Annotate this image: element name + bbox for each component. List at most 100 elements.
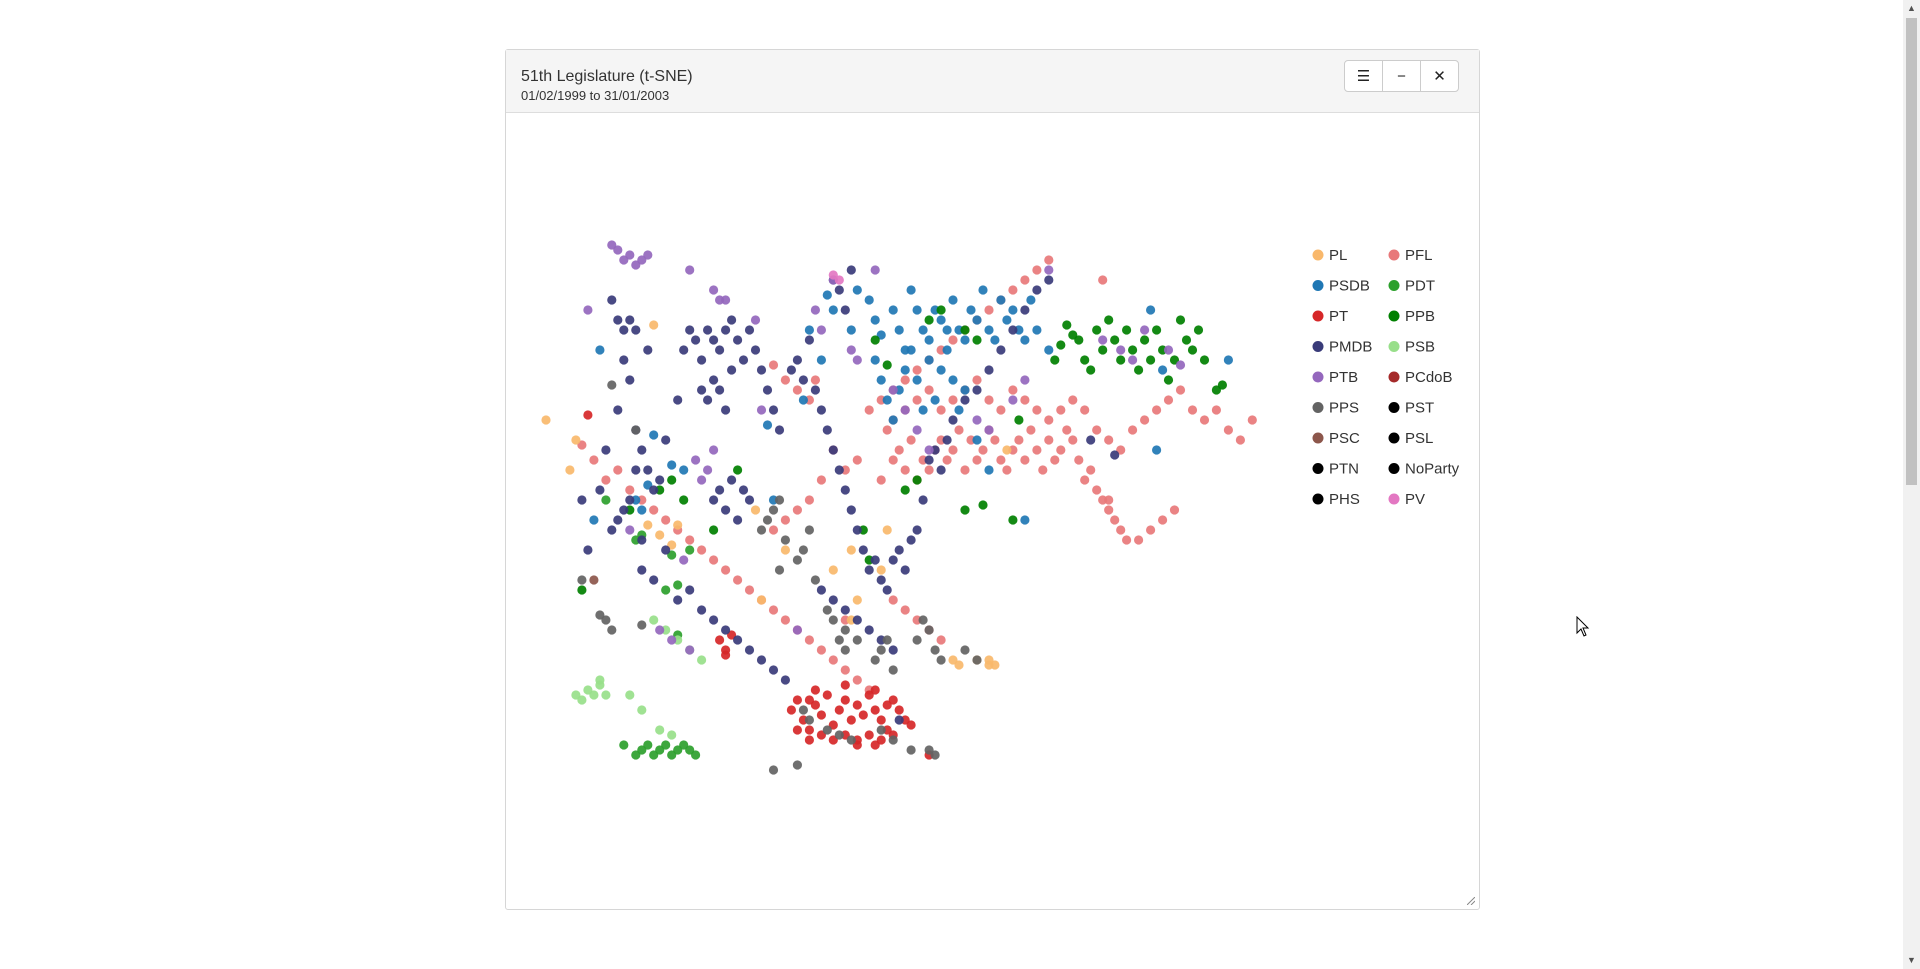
data-point-pmdb[interactable]	[840, 605, 850, 615]
data-point-pmdb[interactable]	[870, 555, 880, 565]
data-point-pt[interactable]	[852, 700, 862, 710]
data-point-ptb[interactable]	[691, 455, 701, 465]
data-point-pps[interactable]	[870, 655, 880, 665]
data-point-ptb[interactable]	[655, 625, 665, 635]
data-point-pps[interactable]	[768, 505, 779, 515]
data-point-ptb[interactable]	[697, 475, 707, 485]
legend-swatch-psl[interactable]	[1388, 432, 1400, 444]
data-point-pmdb[interactable]	[906, 535, 916, 545]
data-point-ptb[interactable]	[852, 355, 862, 365]
scroll-down-icon[interactable]: ▼	[1907, 955, 1916, 965]
data-point-pmdb[interactable]	[709, 375, 719, 385]
data-point-pmdb[interactable]	[703, 325, 713, 335]
data-point-pmdb[interactable]	[894, 715, 904, 725]
data-point-pps[interactable]	[924, 625, 934, 635]
data-point-pmdb[interactable]	[595, 485, 605, 495]
data-point-psdb[interactable]	[924, 335, 934, 345]
data-point-pdt[interactable]	[601, 495, 611, 505]
data-point-ppb[interactable]	[1152, 325, 1162, 335]
data-point-psb[interactable]	[697, 655, 707, 665]
data-point-pmdb[interactable]	[1020, 305, 1030, 315]
data-point-pt[interactable]	[870, 740, 880, 750]
data-point-pmdb[interactable]	[768, 405, 779, 415]
data-point-psc[interactable]	[589, 575, 599, 585]
legend-swatch-pmdb[interactable]	[1312, 341, 1324, 352]
data-point-pfl[interactable]	[948, 445, 958, 455]
data-point-pfl[interactable]	[768, 360, 779, 370]
data-point-pfl[interactable]	[697, 545, 707, 555]
data-point-ppb[interactable]	[1199, 355, 1210, 365]
data-point-pfl[interactable]	[768, 605, 779, 615]
data-point-pps[interactable]	[840, 625, 850, 635]
data-point-pps[interactable]	[774, 565, 785, 575]
data-point-ptb[interactable]	[625, 250, 635, 260]
data-point-pfl[interactable]	[882, 425, 892, 435]
data-point-pmdb[interactable]	[721, 505, 731, 515]
data-point-psdb[interactable]	[996, 295, 1006, 305]
data-point-psdb[interactable]	[667, 460, 677, 470]
data-point-psdb[interactable]	[1020, 515, 1030, 525]
data-point-pfl[interactable]	[733, 575, 743, 585]
data-point-psdb[interactable]	[900, 365, 910, 375]
data-point-pmdb[interactable]	[858, 545, 868, 555]
legend-label-pv[interactable]: PV	[1405, 491, 1425, 508]
data-point-psdb[interactable]	[816, 355, 826, 365]
data-point-pt[interactable]	[888, 695, 898, 705]
data-point-pfl[interactable]	[1092, 485, 1102, 495]
data-point-psb[interactable]	[577, 695, 587, 705]
data-point-pmdb[interactable]	[733, 335, 743, 345]
data-point-pps[interactable]	[936, 655, 946, 665]
data-point-pfl[interactable]	[978, 445, 988, 455]
data-point-pfl[interactable]	[685, 535, 695, 545]
data-point-pps[interactable]	[637, 620, 647, 630]
data-point-pmdb[interactable]	[828, 445, 838, 455]
data-point-pps[interactable]	[882, 635, 892, 645]
data-point-psdb[interactable]	[1026, 295, 1036, 305]
data-point-pfl[interactable]	[1008, 285, 1018, 295]
data-point-pfl[interactable]	[1056, 405, 1066, 415]
data-point-pfl[interactable]	[990, 435, 1000, 445]
data-point-pfl[interactable]	[1146, 525, 1156, 535]
legend-label-pps[interactable]: PPS	[1329, 400, 1359, 417]
data-point-psdb[interactable]	[924, 355, 934, 365]
data-point-psdb[interactable]	[876, 375, 886, 385]
data-point-ppb[interactable]	[1193, 325, 1204, 335]
legend-swatch-psb[interactable]	[1388, 341, 1400, 352]
data-point-ptb[interactable]	[792, 625, 802, 635]
data-point-psdb[interactable]	[906, 285, 916, 295]
data-point-pps[interactable]	[780, 535, 790, 545]
data-point-pmdb[interactable]	[625, 315, 635, 325]
data-point-pmdb[interactable]	[715, 485, 725, 495]
data-point-psb[interactable]	[649, 615, 659, 625]
data-point-ptb[interactable]	[667, 635, 677, 645]
data-point-pmdb[interactable]	[721, 405, 731, 415]
data-point-pfl[interactable]	[864, 405, 874, 415]
data-point-ppb[interactable]	[1098, 345, 1108, 355]
data-point-pmdb[interactable]	[900, 565, 910, 575]
data-point-ptb[interactable]	[703, 465, 713, 475]
data-point-pfl[interactable]	[972, 375, 982, 385]
legend-label-pcdob[interactable]: PCdoB	[1405, 369, 1453, 386]
data-point-pmdb[interactable]	[607, 295, 617, 305]
data-point-pmdb[interactable]	[984, 365, 994, 375]
data-point-ptb[interactable]	[888, 385, 898, 395]
data-point-pfl[interactable]	[1104, 495, 1114, 505]
data-point-pfl[interactable]	[1014, 435, 1024, 445]
data-point-psdb[interactable]	[912, 305, 922, 315]
data-point-pfl[interactable]	[1152, 405, 1162, 415]
data-point-pfl[interactable]	[1032, 265, 1042, 275]
data-point-ptb[interactable]	[685, 645, 695, 655]
data-point-ptb[interactable]	[1163, 345, 1174, 355]
data-point-ppb[interactable]	[924, 315, 934, 325]
data-point-pfl[interactable]	[1080, 405, 1090, 415]
data-point-psdb[interactable]	[804, 325, 814, 335]
data-point-pv[interactable]	[834, 275, 844, 285]
data-point-pt[interactable]	[804, 695, 814, 705]
legend-label-psdb[interactable]: PSDB	[1329, 278, 1370, 295]
data-point-psdb[interactable]	[960, 385, 970, 395]
data-point-ppb[interactable]	[1140, 335, 1150, 345]
data-point-ptb[interactable]	[816, 325, 826, 335]
data-point-pfl[interactable]	[1062, 425, 1072, 435]
data-point-pfl[interactable]	[1134, 535, 1144, 545]
data-point-pps[interactable]	[930, 750, 940, 760]
